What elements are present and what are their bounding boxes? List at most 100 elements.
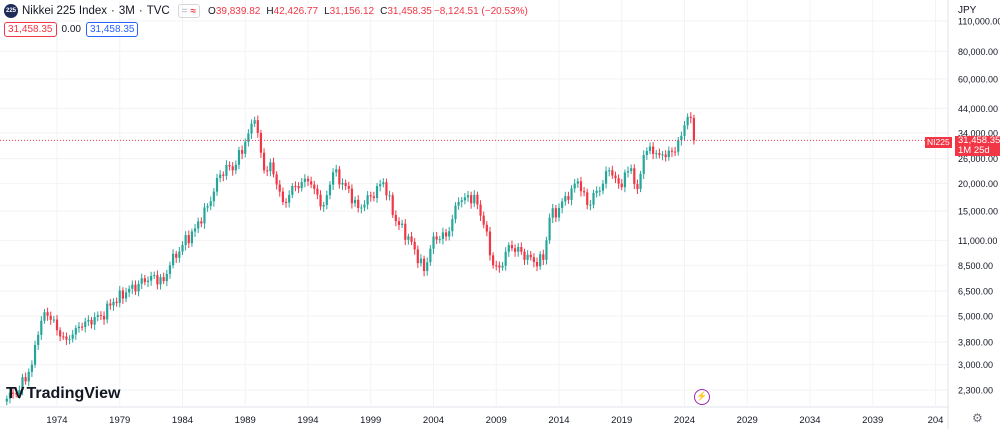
candle-up: [648, 146, 652, 151]
candle-up: [601, 183, 605, 191]
candle-down: [115, 301, 118, 303]
candle-down: [347, 186, 350, 189]
candle-down: [617, 178, 620, 184]
y-tick-label: 6,500.00: [958, 286, 993, 296]
tradingview-logo[interactable]: TV TradingView: [6, 385, 120, 403]
candle-up: [288, 194, 291, 203]
y-tick-label: 20,000.00: [958, 179, 998, 189]
candle-down: [62, 336, 65, 338]
candle-up: [589, 204, 592, 206]
candle-down: [266, 170, 269, 172]
candle-up: [639, 173, 642, 190]
candle-up: [33, 344, 37, 365]
logo-text: TradingView: [26, 385, 121, 402]
candle-down: [413, 241, 416, 250]
compare-toggle[interactable]: = ≈: [177, 4, 201, 18]
x-tick-label: 1999: [360, 415, 381, 426]
candle-up: [630, 168, 633, 172]
candle-down: [162, 277, 165, 282]
candle-up: [30, 364, 33, 372]
candle-up: [686, 116, 689, 126]
symbol-title[interactable]: Nikkei 225 Index: [22, 5, 108, 17]
candle-up: [564, 196, 567, 202]
y-tick-label: 26,000.00: [958, 154, 998, 164]
candle-down: [652, 146, 655, 154]
candle-down: [24, 377, 27, 382]
candle-down: [658, 153, 661, 156]
last-price-value: 31,458.35: [958, 135, 1000, 146]
candle-up: [146, 280, 150, 283]
candle-up: [454, 205, 457, 220]
candle-up: [131, 284, 134, 289]
candle-up: [93, 317, 96, 325]
candle-down: [482, 215, 485, 225]
y-tick-label: 80,000.00: [958, 47, 998, 57]
candle-up: [504, 251, 507, 266]
candle-up: [150, 275, 153, 281]
candle-up: [407, 236, 410, 240]
wave-icon: ≈: [190, 5, 197, 17]
candle-up: [341, 182, 344, 185]
candle-up: [247, 133, 250, 142]
candle-up: [539, 254, 542, 267]
candle-down: [15, 393, 18, 395]
candle-up: [680, 135, 683, 141]
candle-down: [633, 168, 636, 185]
candle-down: [554, 208, 557, 218]
candle-up: [184, 235, 187, 246]
currency-label[interactable]: JPY: [958, 5, 977, 16]
candle-up: [215, 178, 219, 192]
candle-down: [391, 195, 394, 215]
candle-up: [426, 262, 429, 272]
candle-up: [401, 223, 404, 225]
candle-up: [366, 195, 369, 205]
candle-up: [448, 231, 451, 237]
candle-up: [52, 319, 55, 321]
lightning-icon[interactable]: ⚡: [694, 389, 710, 405]
candle-up: [501, 265, 504, 268]
y-tick-label: 34,000.00: [958, 129, 998, 139]
candle-up: [325, 195, 328, 205]
candle-up: [234, 164, 237, 171]
ohlc-low: L31,156.12: [324, 5, 375, 17]
candle-up: [353, 199, 357, 204]
sell-price-button[interactable]: 31,458.35: [4, 22, 57, 37]
candle-down: [664, 154, 667, 158]
y-tick-label: 11,000.00: [958, 236, 997, 246]
candle-up: [677, 140, 680, 152]
interval-label[interactable]: 3M: [118, 5, 135, 17]
candle-up: [438, 239, 441, 241]
candle-up: [419, 258, 423, 264]
candle-up: [27, 371, 30, 382]
candle-down: [281, 191, 284, 203]
y-tick-label: 2,300.00: [958, 386, 993, 396]
x-tick-label: 2029: [737, 415, 758, 426]
candle-down: [673, 151, 677, 153]
candle-up: [300, 181, 303, 189]
source-label: TVC: [146, 5, 170, 17]
candle-up: [642, 155, 645, 174]
candle-up: [332, 172, 335, 185]
candle-down: [535, 261, 539, 267]
candle-up: [74, 328, 77, 335]
last-price-tag: 31,458.35 1M 25d: [955, 136, 1000, 156]
candle-up: [457, 202, 460, 206]
candle-up: [328, 184, 332, 196]
y-tick-label: 15,000.00: [958, 207, 998, 217]
candle-up: [388, 195, 391, 197]
candle-down: [614, 175, 617, 179]
candle-up: [68, 338, 71, 340]
x-tick-label: 1984: [172, 415, 193, 426]
gear-icon[interactable]: ⚙: [972, 411, 983, 425]
candle-down: [492, 255, 495, 266]
spread-value: 0.00: [61, 24, 81, 35]
candle-down: [513, 248, 517, 252]
buy-price-button[interactable]: 31,458.35: [85, 22, 139, 37]
ohlc-values: O39,839.82 H42,426.77 L31,156.12 C31,458…: [208, 6, 432, 17]
candle-up: [212, 191, 215, 202]
candle-up: [335, 169, 338, 173]
candle-down: [306, 178, 310, 182]
candle-down: [385, 182, 388, 196]
candle-down: [109, 303, 112, 306]
